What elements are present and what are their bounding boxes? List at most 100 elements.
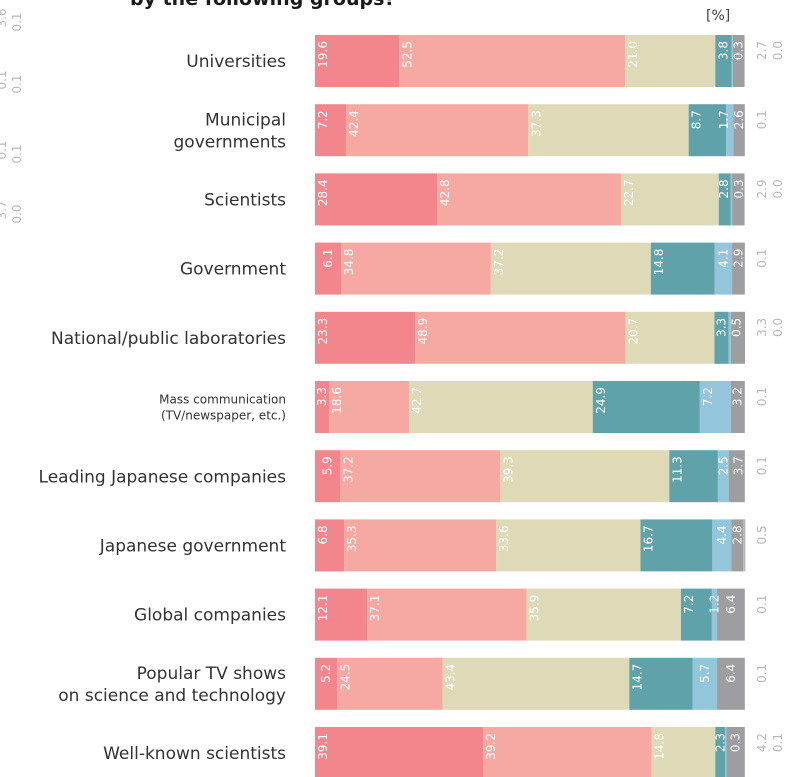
bar-value-label: 14.8 [652, 249, 666, 276]
bar-value-label: 5.7 [698, 664, 712, 683]
bar-value-label: 6.1 [321, 249, 335, 268]
outside-value-label: 0.5 [755, 525, 769, 544]
bar-segment [367, 588, 527, 641]
category-label-line: (TV/newspaper, etc.) [161, 408, 286, 422]
bar-value-label: 0.3 [728, 733, 742, 752]
bar-value-label: 1.7 [717, 110, 731, 129]
bar-value-label: 37.3 [529, 110, 543, 137]
bar-segment [715, 727, 726, 777]
bar-value-label: 34.8 [342, 249, 356, 276]
bar-segment [732, 173, 745, 226]
cropped-edge-label: 0.1 [0, 140, 9, 159]
bar-segment [315, 450, 341, 503]
bar-segment [732, 35, 745, 87]
bar-value-label: 2.9 [731, 249, 745, 268]
bar-value-label: 3.3 [715, 318, 729, 337]
bar-segment [315, 657, 338, 710]
category-label-line: Global companies [134, 606, 286, 626]
bar-value-label: 5.9 [321, 456, 335, 475]
category-label-line: Popular TV shows [137, 664, 286, 684]
outside-value-label: 0.0 [771, 318, 785, 337]
category-label: Government [180, 260, 286, 280]
bar-segment [717, 588, 745, 641]
bar-segment [315, 173, 438, 226]
outside-value-label: 0.1 [755, 595, 769, 614]
category-label-line: Municipal [205, 110, 286, 130]
bar-segment [490, 242, 651, 295]
bar-segment [669, 450, 718, 503]
bar-segment [315, 311, 416, 364]
category-label: Mass communication (TV/newspaper, etc.) [159, 392, 286, 422]
bar-segment [315, 104, 346, 157]
bar-segment [732, 242, 745, 295]
bar-value-label: 0.3 [732, 179, 746, 198]
outside-value-label: 0.1 [755, 110, 769, 129]
category-label: Universities [186, 52, 286, 72]
outside-value-label: 0.1 [755, 456, 769, 475]
bar-segment [340, 450, 501, 503]
outside-value-label: 0.1 [771, 733, 785, 752]
bar-segment [688, 104, 727, 157]
bar-value-label: 18.6 [330, 387, 344, 414]
category-label-line: National/public laboratories [51, 329, 286, 349]
unit-label: [%] [706, 8, 731, 24]
bar-value-label: 2.5 [716, 456, 730, 475]
bar-segment [712, 519, 732, 572]
bar-segment [725, 727, 727, 777]
bar-segment [437, 173, 622, 226]
category-label: Well-known scientists [103, 744, 286, 764]
bar-segment [743, 519, 746, 572]
bar-value-label: 12.1 [316, 595, 330, 622]
bar-value-label: 42.7 [410, 387, 424, 414]
bar-value-label: 6.4 [724, 664, 738, 683]
bar-value-label: 39.1 [316, 733, 330, 760]
bar-value-label: 7.2 [316, 110, 330, 129]
category-label-line: Universities [186, 52, 286, 72]
cropped-edge-label: 0.1 [0, 70, 9, 89]
bar-value-label: 21.0 [626, 41, 640, 68]
bar-segment [726, 727, 745, 777]
bar-segment [731, 519, 744, 572]
category-label-line: Mass communication [159, 392, 286, 406]
bar-value-label: 2.8 [730, 525, 744, 544]
category-label-line: Government [180, 260, 286, 280]
bar-value-label: 2.6 [732, 110, 746, 129]
bar-segment [315, 519, 345, 572]
category-label: Leading Japanese companies [39, 467, 287, 487]
bar-value-label: 2.8 [717, 179, 731, 198]
bar-segment [714, 242, 733, 295]
bar-value-label: 7.2 [682, 595, 696, 614]
bar-value-label: 42.4 [347, 110, 361, 137]
bar-value-label: 35.9 [528, 595, 542, 622]
bar-segment [315, 381, 330, 433]
category-label-line: Leading Japanese companies [39, 467, 287, 487]
bar-value-label: 3.3 [315, 387, 329, 406]
bar-value-label: 16.7 [642, 525, 656, 552]
bar-segment [341, 242, 491, 295]
bar-segment [717, 657, 745, 710]
bar-value-label: 48.9 [416, 318, 430, 345]
bar-segment [315, 242, 342, 295]
bar-segment [730, 381, 745, 433]
bar-value-label: 0.5 [730, 318, 744, 337]
outside-value-label: 4.2 [755, 733, 769, 752]
cropped-edge-label: 0.1 [10, 12, 24, 31]
bar-value-label: 6.4 [724, 595, 738, 614]
category-label: Global companies [134, 606, 286, 626]
bar-segment [315, 35, 400, 87]
bar-value-label: 52.5 [400, 41, 414, 68]
bar-value-label: 6.8 [316, 525, 330, 544]
category-label-line: governments [174, 132, 287, 152]
bar-segment [629, 657, 693, 710]
bar-value-label: 7.2 [701, 387, 715, 406]
bar-segment [730, 173, 733, 226]
outside-value-label: 3.3 [755, 318, 769, 337]
bar-segment [728, 311, 731, 364]
bar-segment [409, 381, 593, 433]
bar-value-label: 11.3 [670, 456, 684, 483]
bar-value-label: 5.2 [319, 664, 333, 683]
bar-segment [731, 35, 733, 87]
category-label-line: Well-known scientists [103, 744, 286, 764]
bar-segment [718, 173, 731, 226]
